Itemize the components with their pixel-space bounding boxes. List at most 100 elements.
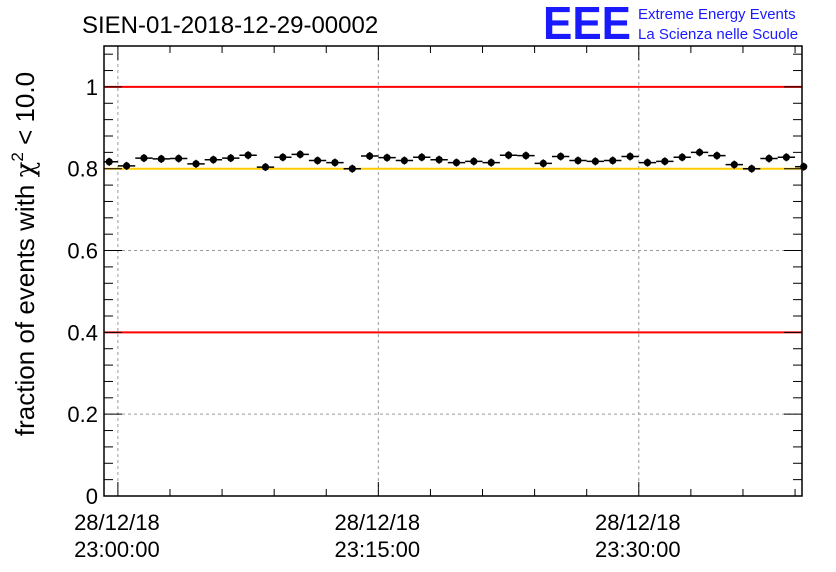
data-point xyxy=(569,156,587,165)
data-point-marker xyxy=(227,154,235,162)
data-point xyxy=(742,164,761,173)
data-point-marker xyxy=(678,153,686,161)
data-point xyxy=(517,151,535,160)
data-point-marker xyxy=(279,153,287,161)
data-point-marker xyxy=(418,153,426,161)
x-tick-date: 28/12/18 xyxy=(335,510,421,535)
data-point xyxy=(274,153,292,162)
eee-logo-mark: EEE xyxy=(543,0,631,49)
data-point-marker xyxy=(175,154,183,163)
data-point xyxy=(690,148,709,157)
data-point xyxy=(169,154,188,163)
data-point xyxy=(117,161,136,170)
data-point-marker xyxy=(383,154,391,162)
data-point xyxy=(291,150,309,159)
data-point-marker xyxy=(261,163,270,171)
data-point-marker xyxy=(400,156,408,165)
data-point xyxy=(725,160,743,169)
reference-lines xyxy=(104,85,802,334)
data-point-marker xyxy=(244,151,252,159)
data-point-marker xyxy=(157,155,165,163)
data-point xyxy=(656,157,674,166)
data-point-marker xyxy=(626,152,634,161)
x-tick-time: 23:15:00 xyxy=(335,537,421,562)
data-point-marker xyxy=(366,152,374,160)
data-point xyxy=(152,154,170,163)
data-point-marker xyxy=(209,156,217,164)
data-point xyxy=(777,153,796,162)
data-point-marker xyxy=(122,162,131,170)
data-point-marker xyxy=(452,158,461,167)
data-point-marker xyxy=(609,156,617,165)
data-point xyxy=(621,152,639,161)
data-point-marker xyxy=(140,154,148,162)
y-tick-label: 0.8 xyxy=(67,157,98,182)
data-point xyxy=(534,159,552,168)
data-point xyxy=(760,154,778,163)
logo-line-2: La Scienza nelle Scuole xyxy=(638,26,798,43)
data-point xyxy=(343,164,361,173)
y-tick-label: 0.4 xyxy=(67,320,98,345)
data-point-marker xyxy=(591,157,599,165)
data-point xyxy=(586,157,605,166)
data-point-marker xyxy=(487,158,495,167)
data-point xyxy=(308,156,327,165)
x-tick-time: 23:30:00 xyxy=(595,537,681,562)
data-point-marker xyxy=(192,160,200,168)
data-point xyxy=(222,154,240,163)
data-point-marker xyxy=(643,158,652,167)
data-point xyxy=(256,163,275,172)
y-tick-labels: 0 0.2 0.4 0.6 0.8 1 xyxy=(67,75,98,509)
data-point xyxy=(604,156,622,165)
axes xyxy=(103,45,803,497)
data-point xyxy=(360,152,379,161)
data-point-marker xyxy=(557,152,565,161)
data-point xyxy=(638,158,657,167)
data-point xyxy=(204,155,223,164)
data-point-marker xyxy=(748,165,756,173)
data-point-marker xyxy=(348,165,356,173)
data-point-marker xyxy=(313,156,322,165)
data-point-marker xyxy=(713,152,721,160)
data-point xyxy=(673,153,691,162)
data-point xyxy=(551,152,570,161)
data-point xyxy=(499,151,518,160)
data-point-marker xyxy=(435,156,443,164)
eee-logo: EEE Extreme Energy Events La Scienza nel… xyxy=(543,0,798,49)
data-point-marker xyxy=(539,159,547,168)
chart-title: SIEN-01-2018-12-29-00002 xyxy=(82,12,378,39)
y-tick-label: 0.2 xyxy=(67,402,98,427)
x-tick-labels: 28/12/1823:00:0028/12/1823:15:0028/12/18… xyxy=(74,510,681,562)
logo-line-1: Extreme Energy Events xyxy=(638,6,796,23)
y-tick-label: 1 xyxy=(86,75,98,100)
data-point-marker xyxy=(470,157,478,165)
data-point xyxy=(187,159,205,168)
data-point xyxy=(465,157,483,166)
data-point-marker xyxy=(504,151,513,159)
data-points xyxy=(104,148,808,173)
data-point xyxy=(135,154,153,163)
data-point-marker xyxy=(782,153,790,161)
plot-frame xyxy=(103,45,803,497)
data-point xyxy=(326,158,344,167)
data-point xyxy=(239,151,257,160)
data-point xyxy=(413,153,431,162)
data-point-marker xyxy=(331,158,339,167)
x-tick-time: 23:00:00 xyxy=(74,537,160,562)
data-point xyxy=(378,153,396,162)
y-axis-label: fraction of events with χ2 < 10.0 xyxy=(8,72,41,436)
y-tick-label: 0.6 xyxy=(67,239,98,264)
y-tick-label: 0 xyxy=(86,484,98,509)
data-point xyxy=(430,155,448,164)
data-point-marker xyxy=(574,156,582,165)
data-point-marker xyxy=(730,161,738,169)
data-point-marker xyxy=(695,148,704,156)
data-point xyxy=(395,156,414,165)
x-tick-date: 28/12/18 xyxy=(74,510,160,535)
data-point xyxy=(447,158,466,167)
data-point-marker xyxy=(661,157,669,165)
